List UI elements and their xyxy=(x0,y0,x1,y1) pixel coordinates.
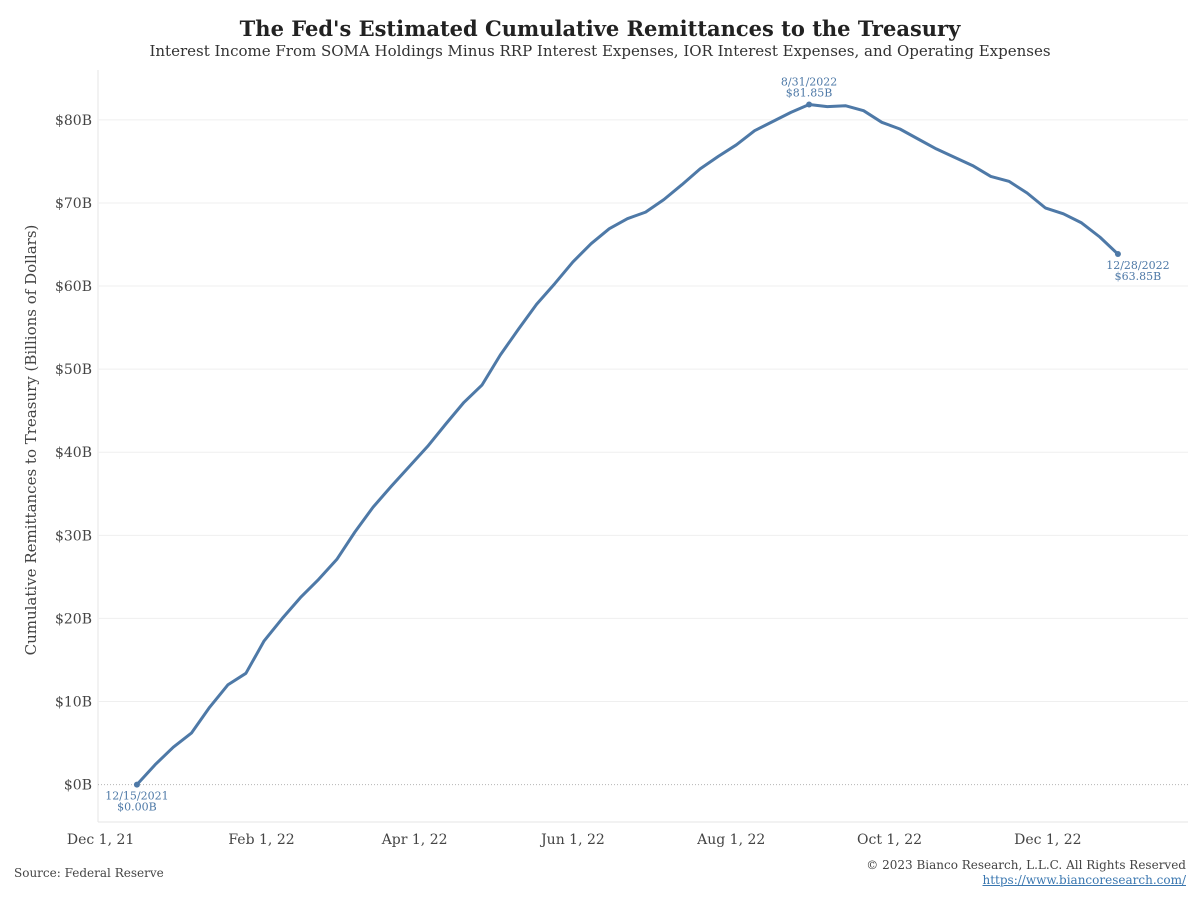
x-tick-label: Dec 1, 21 xyxy=(67,832,134,848)
x-tick-label: Apr 1, 22 xyxy=(381,832,448,848)
annotation-value: $81.85B xyxy=(786,86,833,99)
x-tick-label: Feb 1, 22 xyxy=(228,832,294,848)
annotation-marker xyxy=(806,101,813,108)
annotation-date: 12/15/2021 xyxy=(105,790,168,803)
x-tick-label: Dec 1, 22 xyxy=(1014,832,1081,848)
chart-subtitle: Interest Income From SOMA Holdings Minus… xyxy=(149,42,1051,60)
footer-credits: © 2023 Bianco Research, L.L.C. All Right… xyxy=(866,858,1186,888)
y-tick-label: $10B xyxy=(55,695,92,711)
y-tick-label: $50B xyxy=(55,362,92,378)
annotation-date: 8/31/2022 xyxy=(781,75,837,88)
y-tick-label: $80B xyxy=(55,113,92,129)
x-tick-label: Jun 1, 22 xyxy=(539,832,605,848)
source-note: Source: Federal Reserve xyxy=(14,866,164,880)
series-line xyxy=(135,103,1120,787)
y-tick-label: $0B xyxy=(64,778,92,794)
y-tick-label: $60B xyxy=(55,279,92,295)
x-tick-label: Oct 1, 22 xyxy=(857,832,922,848)
y-tick-label: $20B xyxy=(55,611,92,627)
copyright-text: © 2023 Bianco Research, L.L.C. All Right… xyxy=(866,858,1186,872)
annotation-marker xyxy=(1114,251,1121,258)
annotation-marker xyxy=(133,781,140,788)
y-tick-label: $70B xyxy=(55,196,92,212)
annotation-value: $0.00B xyxy=(117,801,157,814)
y-axis-title: Cumulative Remittances to Treasury (Bill… xyxy=(22,225,40,656)
y-tick-label: $30B xyxy=(55,528,92,544)
annotation-date: 12/28/2022 xyxy=(1106,259,1169,272)
website-link[interactable]: https://www.biancoresearch.com/ xyxy=(982,873,1186,887)
annotation-value: $63.85B xyxy=(1115,270,1162,283)
y-tick-label: $40B xyxy=(55,445,92,461)
chart-title: The Fed's Estimated Cumulative Remittanc… xyxy=(239,16,961,41)
x-tick-label: Aug 1, 22 xyxy=(696,832,765,848)
